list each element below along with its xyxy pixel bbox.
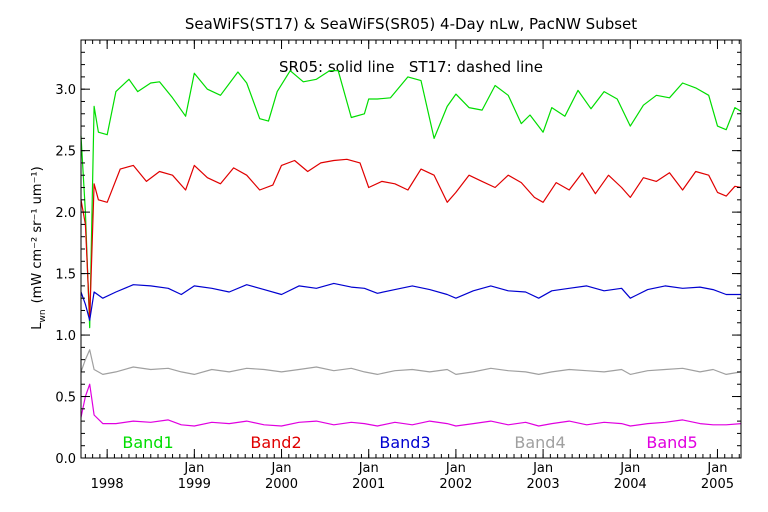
series-line-band3 bbox=[80, 282, 741, 321]
x-tick-label-month: Jan bbox=[706, 461, 727, 476]
y-tick-label: 3.0 bbox=[55, 83, 76, 98]
x-tick-label-month: Jan bbox=[271, 461, 292, 476]
y-tick-label: 0.0 bbox=[55, 452, 76, 467]
y-tick-label: 0.5 bbox=[55, 391, 76, 406]
x-tick-label-year: 2005 bbox=[701, 477, 734, 492]
series-line-band4 bbox=[80, 349, 742, 375]
axes: 0.00.51.01.52.02.53.01998Jan1999Jan2000J… bbox=[55, 39, 742, 492]
series-line-band2 bbox=[80, 158, 742, 320]
x-tick-label-year: 1999 bbox=[178, 477, 211, 492]
y-axis-units: (mW cm⁻² sr⁻¹ um⁻¹) bbox=[30, 166, 45, 303]
x-tick-label-year: 2000 bbox=[265, 477, 298, 492]
y-tick-label: 1.0 bbox=[55, 329, 76, 344]
svg-text:Lwn(mW cm⁻² sr⁻¹ um⁻¹): Lwn (mW cm⁻² sr⁻¹ um⁻¹) bbox=[30, 166, 48, 329]
chart-title: SeaWiFS(ST17) & SeaWiFS(SR05) 4-Day nLw,… bbox=[185, 15, 637, 33]
legend-label-band2: Band2 bbox=[250, 433, 301, 452]
y-tick-label: 2.0 bbox=[55, 206, 76, 221]
y-axis-label: Lwn (mW cm⁻² sr⁻¹ um⁻¹) bbox=[30, 166, 48, 329]
plot-area bbox=[80, 70, 742, 427]
x-tick-label-year: 2004 bbox=[614, 477, 647, 492]
legend-label-band5: Band5 bbox=[646, 433, 697, 452]
x-tick-label-month: Jan bbox=[183, 461, 204, 476]
legend-label-band3: Band3 bbox=[379, 433, 430, 452]
x-tick-label-year: 2003 bbox=[527, 477, 560, 492]
x-tick-label-year: 2002 bbox=[439, 477, 472, 492]
series-line-band1 bbox=[80, 70, 742, 329]
x-tick-label-year: 1998 bbox=[91, 477, 124, 492]
legend-label-band4: Band4 bbox=[514, 433, 565, 452]
x-tick-label-month: Jan bbox=[445, 461, 466, 476]
series-line-band5 bbox=[80, 383, 742, 427]
x-tick-label-month: Jan bbox=[358, 461, 379, 476]
y-axis-symbol: L bbox=[30, 322, 45, 330]
x-tick-label-year: 2001 bbox=[352, 477, 385, 492]
y-tick-label: 2.5 bbox=[55, 145, 76, 160]
x-tick-label-month: Jan bbox=[619, 461, 640, 476]
chart-subtitle: SR05: solid line ST17: dashed line bbox=[279, 58, 543, 76]
x-tick-label-month: Jan bbox=[532, 461, 553, 476]
y-axis-subscript: wn bbox=[38, 309, 48, 322]
legend-label-band1: Band1 bbox=[122, 433, 173, 452]
y-tick-label: 1.5 bbox=[55, 268, 76, 283]
legend: Band1 Band2 Band3 Band4 Band5 bbox=[122, 433, 697, 452]
